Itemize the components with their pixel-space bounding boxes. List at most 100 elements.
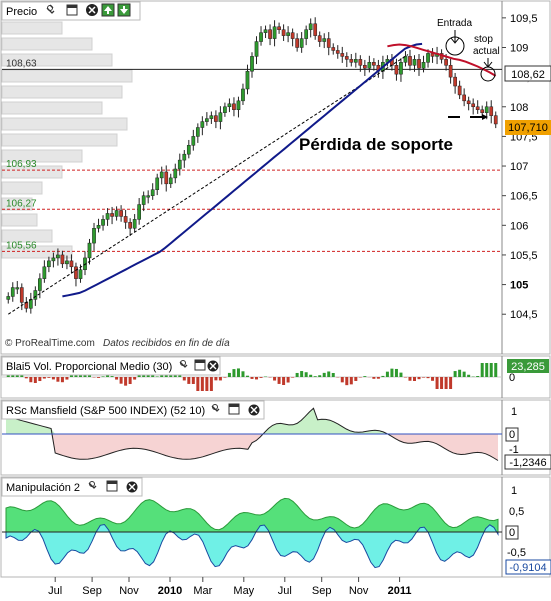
candle-body	[146, 195, 151, 198]
window-icon[interactable]	[66, 4, 78, 16]
volume-bar	[489, 363, 493, 377]
candle-body	[195, 127, 200, 137]
price-tick-label: 105	[510, 280, 528, 292]
volume-profile-bar	[1, 181, 43, 195]
volume-bar	[431, 377, 435, 381]
time-tick-label: Jul	[48, 585, 62, 597]
candle-body	[453, 76, 457, 87]
volume-bar	[327, 371, 331, 377]
time-tick-label: Jul	[278, 585, 292, 597]
arrow-up-icon[interactable]	[101, 3, 115, 17]
manip-axis-05: 0,5	[509, 506, 524, 518]
volume-bar	[137, 374, 141, 377]
time-tick-label: Sep	[312, 585, 332, 597]
volume-bar	[376, 377, 380, 379]
volume-bar	[88, 374, 92, 377]
candle-body	[299, 38, 304, 48]
candle-body	[241, 88, 245, 102]
volume-bar	[65, 377, 69, 380]
volume-bar	[462, 371, 466, 377]
wrench-icon[interactable]	[179, 360, 188, 368]
window-icon[interactable]	[228, 403, 240, 415]
volume-bar	[318, 375, 322, 377]
manip-value: -0,9104	[509, 562, 546, 574]
candle-body	[417, 59, 421, 69]
volume-bar	[385, 371, 389, 377]
actual-label: actual	[473, 46, 500, 57]
close-icon[interactable]	[126, 481, 138, 493]
close-icon[interactable]	[86, 4, 98, 16]
candle-body	[484, 106, 489, 113]
candle-body	[457, 85, 462, 96]
volume-bar	[69, 374, 73, 377]
volume-bar	[304, 372, 308, 377]
candle-body	[394, 65, 399, 75]
volume-bar	[255, 377, 259, 380]
volume-bar	[458, 369, 462, 377]
candle-body	[466, 100, 471, 105]
entrada-label: Entrada	[437, 18, 472, 29]
volume-bar	[128, 377, 132, 385]
volume-bar	[133, 377, 137, 380]
volume-bar	[209, 377, 213, 391]
candle-body	[96, 225, 101, 229]
volume-zero-label: 0	[509, 372, 515, 384]
volume-value: 23,285	[511, 361, 545, 373]
volume-bar	[218, 377, 222, 381]
candle-body	[51, 257, 56, 262]
rs-negative-area	[6, 434, 498, 461]
candle-body	[92, 228, 96, 244]
candle-body	[493, 115, 498, 125]
volume-profile-bar	[1, 213, 38, 227]
wrench-icon[interactable]	[88, 481, 97, 489]
manip-green-area	[5, 497, 499, 533]
close-icon[interactable]	[248, 404, 260, 416]
time-tick-label: Nov	[349, 585, 369, 597]
price-tick-label: 105,5	[510, 250, 538, 262]
candle-body	[214, 115, 218, 122]
wrench-icon[interactable]	[211, 404, 220, 412]
candle-body	[272, 26, 277, 39]
volume-profile-bar	[1, 165, 63, 179]
volume-bar	[223, 377, 227, 378]
wrench-icon[interactable]	[46, 4, 55, 14]
volume-bar	[476, 376, 480, 377]
volume-bar	[372, 377, 376, 379]
candle-body	[372, 62, 376, 66]
candle-body	[232, 103, 236, 110]
volume-bar	[295, 372, 299, 377]
volume-bar	[467, 374, 471, 377]
volume-bar	[182, 377, 186, 381]
candle-body	[254, 41, 259, 57]
volume-profile-bar	[1, 69, 133, 83]
volume-bar	[485, 363, 489, 377]
close-icon[interactable]	[207, 360, 219, 372]
perdida-label: Pérdida de soporte	[299, 135, 453, 154]
window-icon[interactable]	[194, 359, 206, 371]
footer-credit: © ProRealTime.com	[5, 338, 95, 349]
volume-bar	[309, 374, 313, 377]
manip-axis-m05: -0,5	[507, 547, 526, 559]
volume-bar	[331, 373, 335, 377]
stop-label: stop	[474, 34, 493, 45]
volume-bar	[300, 371, 304, 377]
window-icon[interactable]	[106, 480, 118, 492]
volume-bar	[390, 368, 394, 377]
candle-body	[259, 32, 263, 42]
candle-body	[137, 204, 142, 220]
volume-bar	[151, 375, 155, 377]
candle-body	[448, 65, 453, 78]
candle-body	[218, 112, 223, 122]
candle-body	[250, 56, 254, 72]
manip-axis-0: 0	[509, 527, 515, 539]
candle-body	[191, 136, 196, 146]
price-tick-label: 108	[510, 102, 528, 114]
candle-body	[349, 59, 354, 63]
rs-line	[5, 407, 499, 461]
volume-bar	[51, 377, 55, 380]
volume-bar	[245, 375, 249, 377]
arrow-down-icon[interactable]	[117, 3, 131, 17]
long-moving-average	[62, 42, 423, 298]
candle-body	[42, 266, 47, 279]
volume-bar	[33, 377, 37, 383]
